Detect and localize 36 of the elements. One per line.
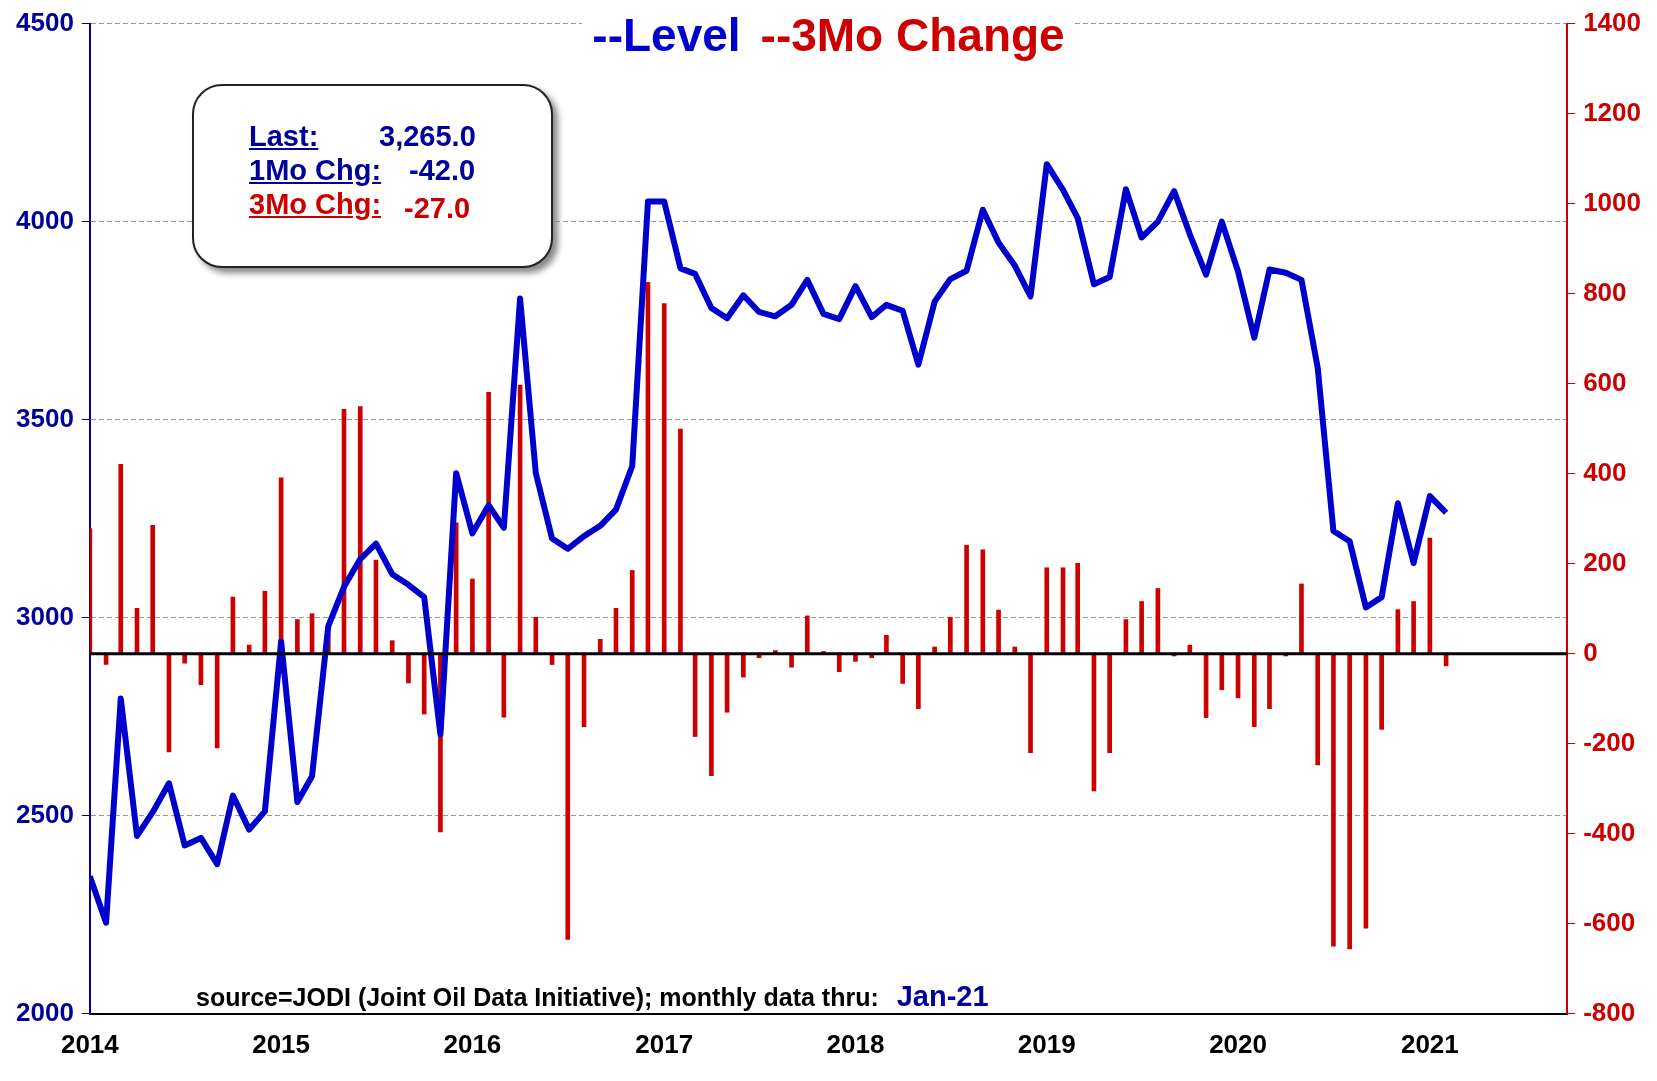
y2-tick-label: 200 — [1583, 546, 1627, 577]
y2-tick-label: -400 — [1583, 816, 1636, 847]
y2-tick-label: 0 — [1583, 636, 1598, 667]
y2-tick-label: -600 — [1583, 906, 1636, 937]
annotation: source=JODI (Joint Oil Data Initiative); monthly data thru: — [196, 983, 879, 1011]
x-tick-label: 2018 — [826, 1028, 885, 1059]
annotation: Last: — [249, 120, 319, 153]
x-tick-label: 2021 — [1400, 1028, 1459, 1059]
annotation: 3Mo Chg: — [249, 188, 382, 221]
y-tick-label: 2000 — [16, 996, 74, 1027]
y-tick-label: 4000 — [16, 204, 74, 235]
x-tick-label: 2019 — [1017, 1028, 1076, 1059]
y2-tick-label: 1200 — [1583, 96, 1641, 127]
x-tick-label: 2015 — [252, 1028, 311, 1059]
y-tick-label: 3500 — [16, 402, 74, 433]
y2-tick-label: 600 — [1583, 366, 1627, 397]
y2-tick-label: 1000 — [1583, 186, 1641, 217]
annotation: 3,265.0 — [379, 120, 476, 153]
annotation: -42.0 — [409, 154, 476, 187]
x-tick-label: 2014 — [60, 1028, 120, 1059]
text: --Level — [582, 9, 751, 61]
y2-tick-label: 1400 — [1583, 6, 1641, 37]
y2-tick-label: -200 — [1583, 726, 1636, 757]
x-tick-label: 2016 — [443, 1028, 502, 1059]
y-tick-label: 2500 — [16, 798, 74, 829]
y2-tick-label: 800 — [1583, 276, 1627, 307]
text: --3Mo Change — [750, 9, 1075, 61]
y2-tick-label: -800 — [1583, 996, 1636, 1027]
y-tick-label: 3000 — [16, 600, 74, 631]
annotation: -27.0 — [404, 192, 471, 225]
y-tick-label: 4500 — [16, 6, 74, 37]
x-tick-label: 2017 — [635, 1028, 694, 1059]
annotation: 1Mo Chg: — [249, 154, 382, 187]
x-tick-label: 2020 — [1209, 1028, 1267, 1059]
annotation: Jan-21 — [896, 980, 989, 1012]
y2-tick-label: 400 — [1583, 456, 1627, 487]
